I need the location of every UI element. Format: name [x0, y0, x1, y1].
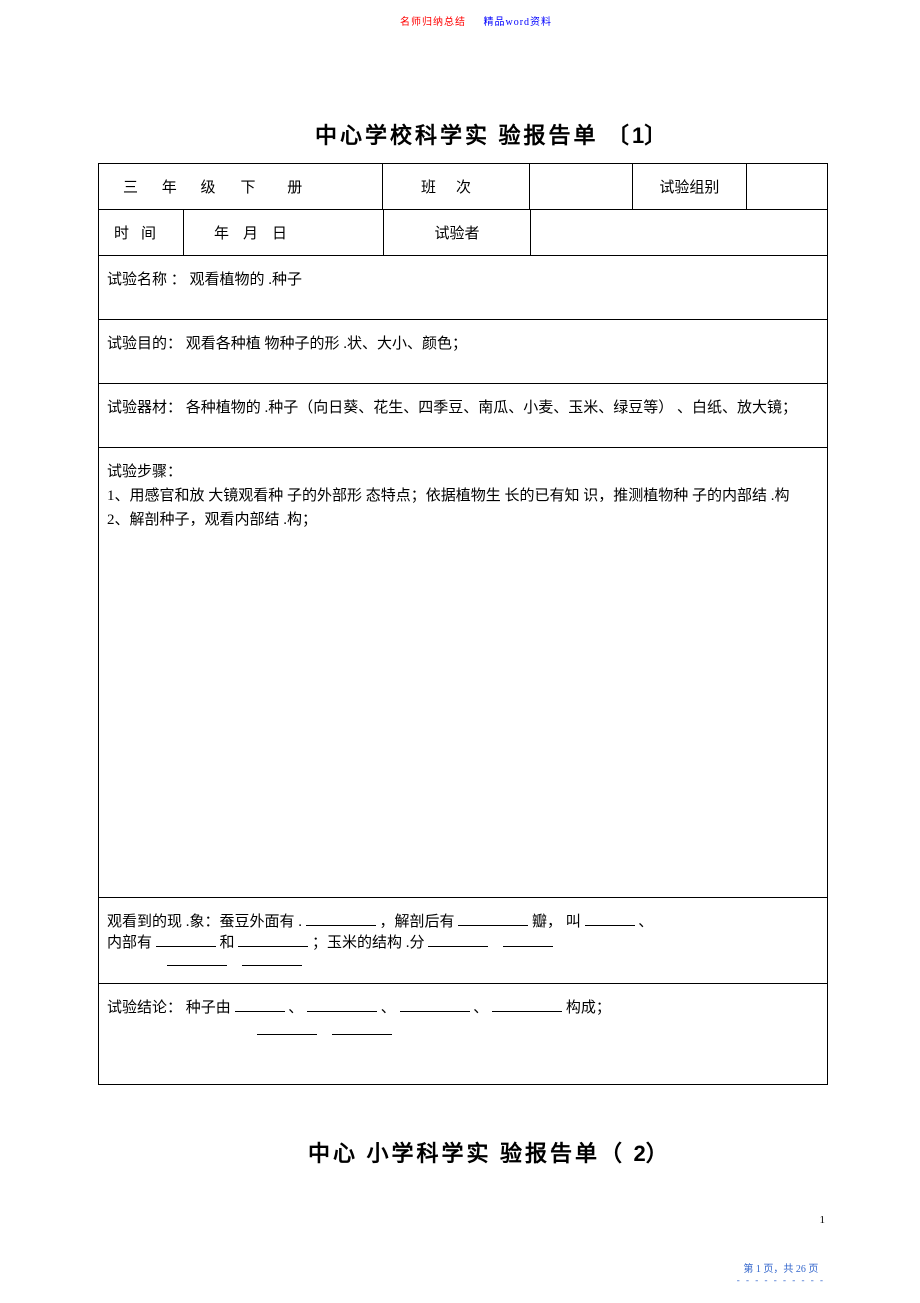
cell-experimenter-label: 试验者 [384, 210, 531, 255]
conclusion-sep-3: 、 [473, 1000, 488, 1016]
conclusion-sep-1: 、 [288, 1000, 303, 1016]
grade-text: 三 年 级 [123, 176, 226, 197]
phenomenon-line-1: 观看到的现 .象：蚕豆外面有 . ，解剖后有 瓣， 叫 、 [107, 910, 819, 931]
title1-bracket-open: 〔 [607, 123, 632, 148]
header-blue-text: 精品word资料 [484, 17, 553, 28]
row-experiment-name: 试验名称 ： 观看植物的 .种子 [99, 256, 827, 320]
experiment-equipment-text: 试验器材： 各种植物的 .种子（向日葵、花生、四季豆、南瓜、小麦、玉米、绿豆等）… [107, 400, 797, 416]
blank-9 [242, 952, 302, 966]
blank-5 [238, 933, 308, 947]
table-row-2: 时间 年月日 试验者 [99, 210, 827, 256]
blank-c6 [332, 1021, 392, 1035]
blank-3 [585, 912, 635, 926]
experiment-purpose-text: 试验目的： 观看各种植 物种子的形 .状、大小、颜色； [107, 336, 467, 352]
title1-bracket-close: 〕 [644, 123, 669, 148]
cell-group-label: 试验组别 [633, 164, 748, 209]
conclusion-end: 构成； [566, 1000, 611, 1016]
table-row-1: 三 年 级 下 册 班次 试验组别 [99, 164, 827, 210]
phen-l1-prefix: 观看到的现 .象：蚕豆外面有 . [107, 914, 302, 930]
row-phenomenon: 观看到的现 .象：蚕豆外面有 . ，解剖后有 瓣， 叫 、 内部有 和 ；玉米的… [99, 898, 827, 984]
phenomenon-line-2: 内部有 和 ；玉米的结构 .分 [107, 931, 819, 952]
phen-l2-prefix: 内部有 [107, 935, 152, 951]
title1-number: 1 [632, 123, 644, 148]
phen-l1-mid2: 瓣， 叫 [532, 914, 581, 930]
title2-prefix: 中心 小学科学实 验报告单（ [308, 1141, 634, 1166]
conclusion-prefix: 试验结论： 种子由 [107, 1000, 231, 1016]
step-1: 1、用感官和放 大镜观看种 子的外部形 态特点；依据植物生 长的已有知 识，推测… [107, 484, 819, 508]
row-experiment-steps: 试验步骤： 1、用感官和放 大镜观看种 子的外部形 态特点；依据植物生 长的已有… [99, 448, 827, 898]
blank-8 [167, 952, 227, 966]
conclusion-line-2 [107, 1021, 819, 1040]
phen-l1-mid1: ，解剖后有 [380, 914, 455, 930]
phenomenon-line-3 [107, 952, 819, 971]
step-2: 2、解剖种子，观看内部结 .构； [107, 508, 819, 532]
blank-1 [306, 912, 376, 926]
cell-class-label: 班次 [383, 164, 530, 209]
row-conclusion: 试验结论： 种子由 、 、 、 构成； [99, 984, 827, 1084]
blank-6 [428, 933, 488, 947]
blank-c3 [400, 998, 470, 1012]
header-red-text: 名师归纳总结 [400, 17, 466, 28]
phen-l2-mid2: ；玉米的结构 .分 [312, 935, 425, 951]
blank-c4 [492, 998, 562, 1012]
cell-time-value: 年月日 [184, 210, 384, 255]
blank-4 [156, 933, 216, 947]
phen-l2-mid1: 和 [220, 935, 235, 951]
title2-suffix: ） [646, 1141, 671, 1166]
footer-text: 第 1 页，共 26 页 [737, 1260, 825, 1275]
footer-dashes: - - - - - - - - - - [737, 1275, 825, 1285]
title2-number: 2 [634, 1141, 646, 1166]
experiment-name-text: 试验名称 ： 观看植物的 .种子 [107, 272, 302, 288]
row-experiment-equipment: 试验器材： 各种植物的 .种子（向日葵、花生、四季豆、南瓜、小麦、玉米、绿豆等）… [99, 384, 827, 448]
conclusion-sep-2: 、 [381, 1000, 396, 1016]
row-experiment-purpose: 试验目的： 观看各种植 物种子的形 .状、大小、颜色； [99, 320, 827, 384]
blank-2 [458, 912, 528, 926]
report-title-2: 中心 小学科学实 验报告单（ 2） [308, 1136, 671, 1168]
conclusion-line-1: 试验结论： 种子由 、 、 、 构成； [107, 996, 819, 1017]
report-title-1: 中心学校科学实 验报告单 〔1〕 [315, 118, 669, 150]
cell-grade: 三 年 级 下 册 [99, 164, 383, 209]
volume-text: 下 册 [241, 176, 317, 197]
cell-experimenter-value [531, 210, 827, 255]
blank-7 [503, 933, 553, 947]
page-number-inline: 1 [820, 1214, 826, 1226]
cell-class-value [530, 164, 633, 209]
phen-l1-end: 、 [638, 914, 653, 930]
report-table: 三 年 级 下 册 班次 试验组别 时间 年月日 试验者 试验名称 ： 观看植物… [98, 163, 828, 1085]
page-footer: 第 1 页，共 26 页 - - - - - - - - - - [737, 1260, 825, 1285]
steps-label: 试验步骤： [107, 460, 819, 484]
blank-c5 [257, 1021, 317, 1035]
cell-group-value [747, 164, 827, 209]
blank-c1 [235, 998, 285, 1012]
cell-time-label: 时间 [99, 210, 184, 255]
title1-prefix: 中心学校科学实 验报告单 [315, 123, 607, 148]
header-watermark: 名师归纳总结 精品word资料 [400, 13, 552, 28]
blank-c2 [307, 998, 377, 1012]
